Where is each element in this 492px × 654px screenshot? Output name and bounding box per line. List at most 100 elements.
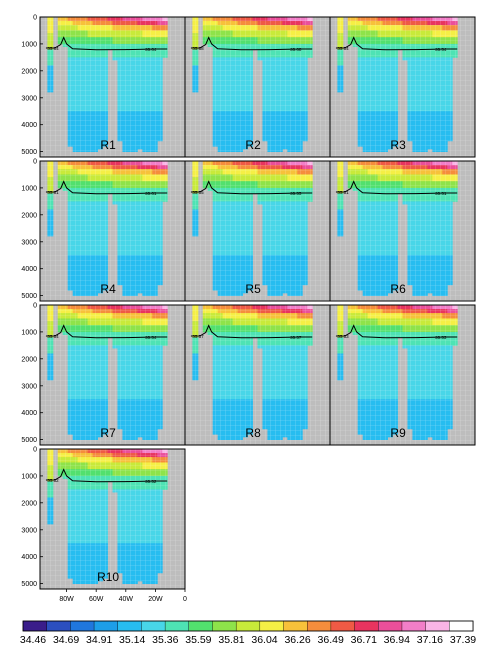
colorbar-label: 35.36 — [152, 634, 178, 646]
isohaline-contour — [190, 36, 313, 51]
colorbar-swatch — [259, 620, 285, 632]
x-axis: 80W 60W 40W 20W 0 — [59, 589, 187, 603]
x-tick-label: 80W — [59, 596, 74, 603]
contour-label: 35.64 — [145, 47, 157, 52]
panel-r1: 35.64 35.64 R1 0 1000 2000 3000 4000 5000 — [21, 15, 186, 158]
y-tick-label: 4000 — [21, 122, 37, 129]
y-tick-label: 2000 — [21, 68, 37, 75]
colorbar-swatch — [46, 620, 71, 632]
colorbar-swatch — [188, 620, 213, 632]
panel-frame — [329, 16, 476, 158]
contour-label: 35.64 — [47, 46, 59, 51]
y-tick-label: 3000 — [21, 527, 37, 534]
colorbar-swatch — [307, 620, 332, 632]
colorbar-label: 35.81 — [218, 634, 244, 646]
y-tick-label: 0 — [33, 15, 37, 22]
grid-overlay — [40, 449, 185, 589]
isohaline-contour — [45, 180, 168, 195]
colorbar-swatch — [425, 620, 450, 632]
y-tick-label: 1000 — [21, 41, 37, 48]
grid-overlay — [330, 161, 475, 301]
y-tick-label: 2000 — [21, 356, 37, 363]
isohaline-contour — [45, 324, 168, 339]
y-tick-label: 2000 — [21, 500, 37, 507]
y-tick-label: 0 — [33, 447, 37, 454]
grid-overlay — [40, 17, 185, 157]
contour-label: 35.68 — [290, 47, 302, 52]
colorbar-label: 36.71 — [351, 634, 377, 646]
y-tick-label: 3000 — [21, 383, 37, 390]
colorbar-swatch — [212, 620, 237, 632]
y-tick-label: 4000 — [21, 554, 37, 561]
panel-label: R7 — [100, 426, 116, 440]
panel-label: R4 — [100, 282, 116, 296]
colorbar-swatch — [401, 620, 427, 632]
grid-overlay — [185, 17, 330, 157]
isohaline-contour — [335, 324, 458, 339]
contour-label: 35.68 — [192, 46, 204, 51]
isohaline-contour — [45, 468, 168, 483]
contour-label: 35.57 — [290, 335, 302, 340]
panel-r4: 35.61 35.61 R4 0 1000 2000 3000 4000 5000 — [21, 159, 186, 302]
x-tick-label: 20W — [148, 596, 163, 603]
panel-r8: 35.57 35.57 R8 — [184, 304, 331, 446]
panel-r7: 35.54 35.54 R7 0 1000 2000 3000 4000 5000 — [21, 303, 186, 446]
colorbar-swatch — [93, 620, 119, 632]
contour-label: 35.61 — [47, 190, 59, 195]
colorbar-swatch — [378, 620, 403, 632]
grid-overlay — [40, 305, 185, 445]
colorbar-swatch — [354, 620, 379, 632]
colorbar-frame — [22, 620, 474, 632]
colorbar-swatch — [449, 620, 474, 632]
contour-label: 35.54 — [435, 47, 447, 52]
grid-overlay — [330, 305, 475, 445]
contour-label: 35.51 — [337, 190, 349, 195]
y-tick-label: 4000 — [21, 266, 37, 273]
contour-label: 35.52 — [145, 479, 157, 484]
contour-label: 35.54 — [47, 334, 59, 339]
panel-label: R2 — [245, 138, 261, 152]
y-tick-label: 4000 — [21, 410, 37, 417]
contour-label: 35.52 — [47, 478, 59, 483]
contour-label: 35.55 — [192, 190, 204, 195]
panel-label: R10 — [97, 570, 119, 584]
contour-label: 35.55 — [290, 191, 302, 196]
y-tick-label: 0 — [33, 159, 37, 166]
colorbar-swatch — [330, 620, 356, 632]
panel-r10: 35.52 35.52 R10 0 1000 2000 3000 4000 5000 — [21, 447, 186, 590]
colorbar: 34.46 34.69 34.91 35.14 35.36 35.59 35.81 36.04… — [20, 620, 476, 646]
colorbar-label: 34.46 — [20, 634, 46, 646]
colorbar-label: 36.04 — [251, 634, 277, 646]
colorbar-label: 35.59 — [185, 634, 211, 646]
colorbar-label: 35.14 — [119, 634, 145, 646]
panel-r3: 35.54 35.54 R3 — [329, 16, 476, 158]
panel-label: R3 — [390, 138, 406, 152]
contour-label: 35.54 — [145, 335, 157, 340]
colorbar-label: 36.94 — [384, 634, 410, 646]
y-tick-label: 5000 — [21, 437, 37, 444]
panel-r9: 35.53 35.53 R9 — [329, 304, 476, 446]
x-tick-label: 40W — [119, 596, 134, 603]
colorbar-swatch — [235, 620, 261, 632]
panel-label: R1 — [100, 138, 116, 152]
colorbar-label: 37.16 — [417, 634, 443, 646]
grid-overlay — [40, 161, 185, 301]
isohaline-contour — [190, 180, 313, 195]
isohaline-contour — [335, 180, 458, 195]
panel-label: R5 — [245, 282, 261, 296]
isohaline-contour — [190, 324, 313, 339]
y-tick-label: 1000 — [21, 185, 37, 192]
colorbar-swatch — [141, 620, 166, 632]
panel-r6: 35.51 35.51 R6 — [329, 160, 476, 302]
colorbar-swatch — [283, 620, 308, 632]
panel-label: R6 — [390, 282, 406, 296]
y-tick-label: 5000 — [21, 581, 37, 588]
panel-label: R8 — [245, 426, 261, 440]
contour-label: 35.57 — [192, 334, 204, 339]
grid-overlay — [185, 305, 330, 445]
panel-label: R9 — [390, 426, 406, 440]
colorbar-label: 36.49 — [318, 634, 344, 646]
y-tick-label: 1000 — [21, 473, 37, 480]
